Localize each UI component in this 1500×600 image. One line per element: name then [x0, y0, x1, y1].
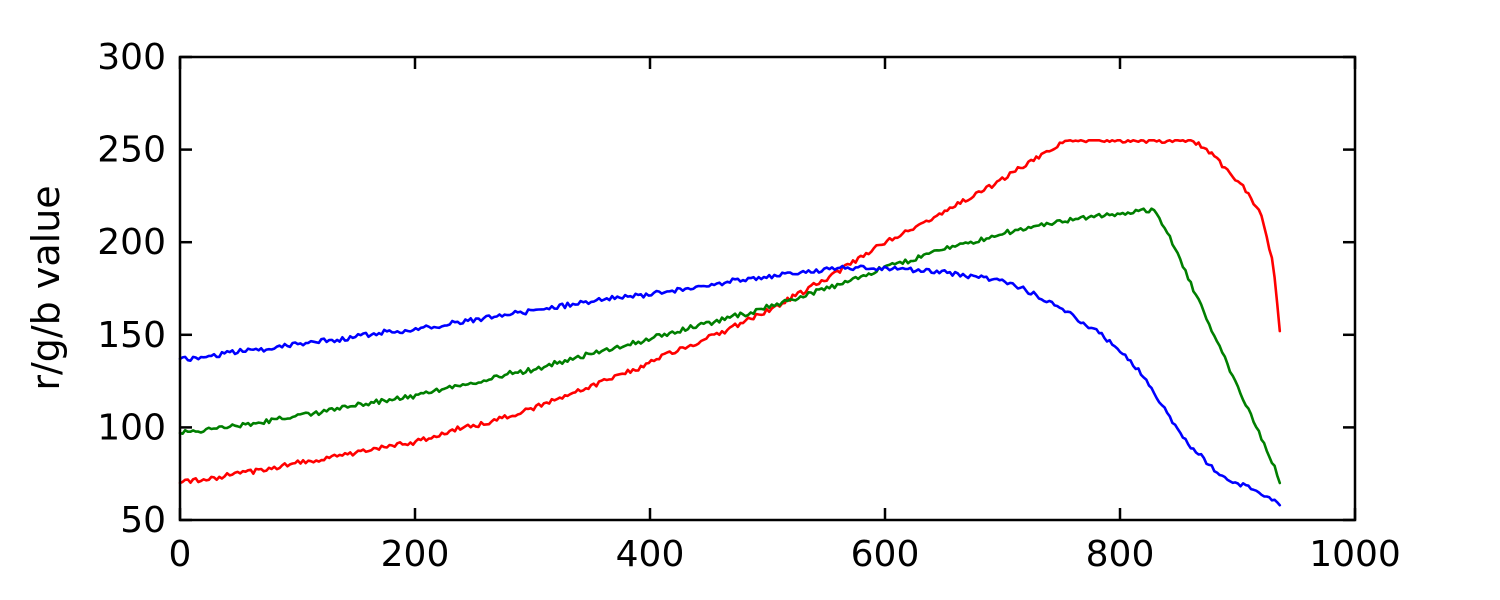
y-tick-label: 150: [97, 315, 166, 356]
y-tick-label: 100: [97, 407, 166, 448]
x-tick-label: 400: [616, 534, 685, 575]
x-tick-label: 800: [1086, 534, 1155, 575]
x-tick-label: 600: [851, 534, 920, 575]
x-tick-label: 0: [169, 534, 192, 575]
x-tick-label: 200: [381, 534, 450, 575]
y-tick-label: 50: [120, 500, 166, 541]
series-green-line: [178, 207, 1282, 485]
y-tick-label: 300: [97, 37, 166, 78]
y-axis-label: r/g/b value: [24, 185, 68, 391]
series-red-line: [178, 139, 1282, 485]
x-tick-label: 1000: [1309, 534, 1401, 575]
y-tick-label: 250: [97, 130, 166, 171]
series-blue-line: [178, 264, 1282, 507]
plot-frame: [178, 55, 1357, 522]
y-tick-label: 200: [97, 222, 166, 263]
